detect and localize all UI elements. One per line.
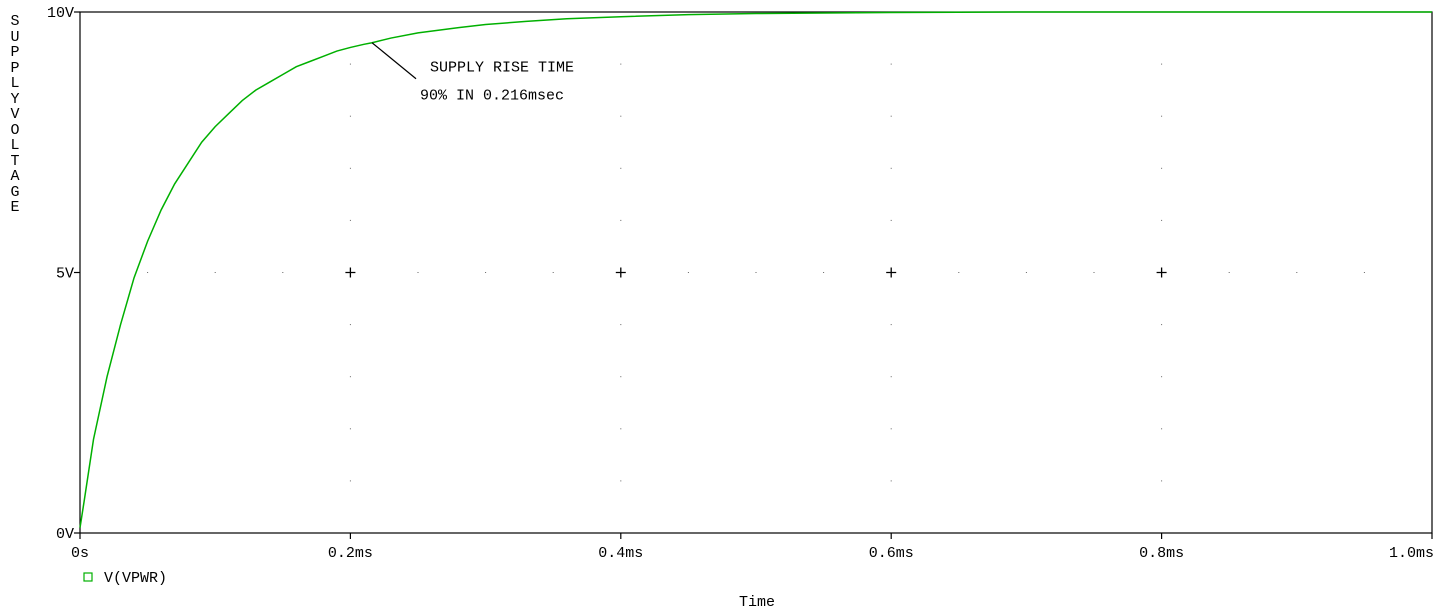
grid-dot	[890, 480, 892, 482]
grid-dot	[1363, 272, 1365, 273]
grid-dot	[349, 115, 351, 117]
grid-dot	[552, 272, 554, 273]
annotation-leader-line	[371, 42, 417, 80]
grid-dot	[890, 63, 892, 65]
grid-dot	[349, 376, 351, 378]
annotation-line-1: SUPPLY RISE TIME	[430, 60, 574, 77]
grid-dot	[1161, 324, 1163, 326]
x-axis-title: Time	[739, 594, 775, 611]
grid-dot	[349, 167, 351, 169]
grid-dot	[620, 167, 622, 169]
x-tick-label: 0.2ms	[328, 545, 373, 562]
grid-dot	[349, 219, 351, 221]
grid-dot	[1025, 272, 1027, 273]
grid-dot	[890, 115, 892, 117]
annotation-line-2: 90% IN 0.216msec	[420, 88, 564, 105]
y-tick-label: 5V	[56, 266, 74, 283]
grid-dot	[1161, 167, 1163, 169]
grid-dot	[890, 219, 892, 221]
x-tick-label: 1.0ms	[1389, 545, 1434, 562]
grid-plus-mark	[886, 267, 897, 278]
grid-dot	[620, 115, 622, 117]
grid-dot	[1296, 272, 1298, 273]
grid-dot	[890, 376, 892, 378]
y-tick-label: 0V	[56, 526, 74, 543]
grid-dot	[417, 272, 419, 273]
grid-dot	[1228, 272, 1230, 273]
grid-dot	[890, 428, 892, 430]
plot-frame	[74, 11, 1433, 539]
grid-plus-mark	[615, 267, 626, 278]
grid-dot	[1161, 428, 1163, 430]
grid-dot	[214, 272, 216, 273]
grid-dot	[1093, 272, 1095, 273]
series-layer	[79, 11, 1432, 528]
grid-dot	[755, 272, 757, 273]
x-tick-label: 0.8ms	[1139, 545, 1184, 562]
grid-dot	[620, 63, 622, 65]
x-tick-label: 0s	[71, 545, 89, 562]
x-tick-label: 0.4ms	[598, 545, 643, 562]
grid-plus-mark	[1156, 267, 1167, 278]
grid-dot	[349, 480, 351, 482]
grid-dot	[620, 219, 622, 221]
grid-dot	[349, 324, 351, 326]
grid-dot	[620, 324, 622, 326]
legend-label-vvpwr: V(VPWR)	[104, 570, 167, 587]
grid-dot	[620, 376, 622, 378]
grid-dot	[1161, 219, 1163, 221]
grid-dot	[485, 272, 487, 273]
grid-plus-mark	[345, 267, 356, 278]
grid-dot	[620, 480, 622, 482]
grid-dot	[890, 324, 892, 326]
x-tick-label: 0.6ms	[869, 545, 914, 562]
grid-dot	[1161, 376, 1163, 378]
y-tick-label: 10V	[47, 5, 74, 22]
grid-dot	[349, 63, 351, 65]
grid-dot	[1161, 63, 1163, 65]
grid-dot	[282, 272, 284, 273]
y-axis-title: SUPPLY VOLTAGE	[10, 13, 29, 216]
annotation: SUPPLY RISE TIME 90% IN 0.216msec	[371, 42, 574, 105]
grid-dot	[890, 167, 892, 169]
grid-dots	[147, 63, 1365, 482]
grid-dot	[147, 272, 149, 273]
grid-dot	[823, 272, 825, 273]
x-tick-labels: 0s 0.2ms 0.4ms 0.6ms 0.8ms 1.0ms	[71, 545, 1434, 562]
grid-dot	[958, 272, 960, 273]
grid-dot	[1161, 115, 1163, 117]
grid-dot	[620, 428, 622, 430]
legend-marker	[83, 572, 93, 582]
grid-dot	[349, 428, 351, 430]
legend: V(VPWR)	[83, 570, 167, 587]
grid-dot	[1161, 480, 1163, 482]
y-tick-labels: 0V 5V 10V	[47, 5, 74, 543]
grid-dot	[687, 272, 689, 273]
series-line-vvpwr	[79, 11, 1432, 528]
